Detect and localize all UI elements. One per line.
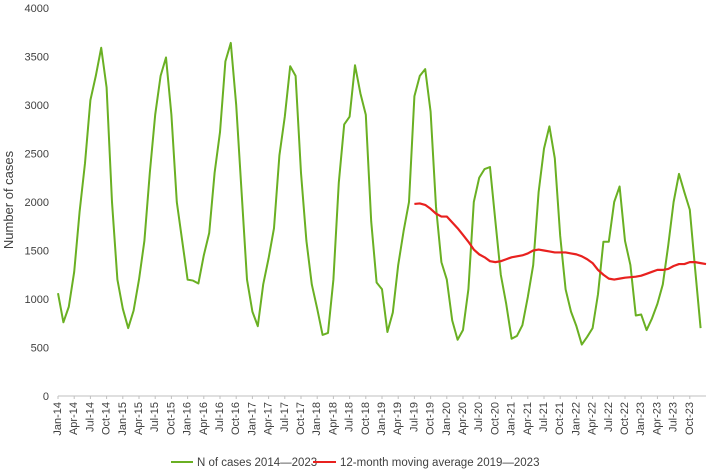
series-line-cases <box>57 41 702 346</box>
y-tick-label: 1500 <box>25 246 49 258</box>
x-tick-label: Jul-15 <box>149 402 161 432</box>
x-tick-label: Apr-17 <box>263 402 275 435</box>
y-tick-label: 2500 <box>25 149 49 161</box>
y-tick-label: 4000 <box>25 3 49 15</box>
x-tick-label: Jan-14 <box>52 402 64 436</box>
x-axis-ticks: Jan-14 Apr-14 Jul-14 Oct-14 Jan-15 Apr-15 Jul-… <box>52 396 696 436</box>
x-tick-label: Apr-23 <box>651 402 663 435</box>
x-tick-label: Jul-21 <box>538 402 550 432</box>
y-axis-title: Number of cases <box>1 150 16 249</box>
x-tick-label: Oct-15 <box>165 402 177 435</box>
x-tick-label: Oct-20 <box>489 402 501 435</box>
x-tick-label: Jan-20 <box>441 402 453 436</box>
x-tick-label: Jul-22 <box>603 402 615 432</box>
x-tick-label: Jan-16 <box>182 402 194 436</box>
x-tick-label: Jul-17 <box>279 402 291 432</box>
x-tick-label: Jan-21 <box>506 402 518 436</box>
x-tick-label: Apr-19 <box>392 402 404 435</box>
y-tick-label: 500 <box>31 343 49 355</box>
y-axis-ticks: 0 500 1000 1500 2000 2500 3000 3500 4000 <box>25 3 49 403</box>
y-tick-label: 1000 <box>25 294 49 306</box>
x-tick-label: Jan-18 <box>311 402 323 436</box>
series-line-moving-average <box>414 202 707 281</box>
x-tick-label: Oct-23 <box>684 402 696 435</box>
x-tick-label: Apr-14 <box>68 402 80 435</box>
x-tick-label: Apr-20 <box>457 402 469 435</box>
x-tick-label: Oct-19 <box>425 402 437 435</box>
x-tick-label: Oct-16 <box>230 402 242 435</box>
legend-label-cases: N of cases 2014—2023 <box>197 457 317 469</box>
y-tick-label: 3500 <box>25 52 49 64</box>
x-tick-label: Jan-15 <box>117 402 129 436</box>
x-tick-label: Jul-23 <box>668 402 680 432</box>
x-tick-label: Jul-16 <box>214 402 226 432</box>
x-tick-label: Apr-18 <box>327 402 339 435</box>
x-tick-label: Jan-17 <box>246 402 258 436</box>
x-tick-label: Oct-21 <box>554 402 566 435</box>
x-tick-label: Jul-20 <box>473 402 485 432</box>
y-tick-label: 2000 <box>25 197 49 209</box>
legend: N of cases 2014—2023 12-month moving ave… <box>171 457 539 469</box>
x-tick-label: Apr-22 <box>587 402 599 435</box>
x-tick-label: Apr-16 <box>198 402 210 435</box>
x-tick-label: Jan-22 <box>570 402 582 436</box>
x-tick-label: Jan-23 <box>635 402 647 436</box>
series-lines <box>57 41 707 346</box>
x-tick-label: Oct-18 <box>360 402 372 435</box>
legend-label-moving-average: 12-month moving average 2019—2023 <box>340 457 539 469</box>
y-tick-label: 0 <box>43 391 49 403</box>
x-tick-label: Jan-19 <box>376 402 388 436</box>
x-tick-label: Oct-14 <box>101 402 113 435</box>
x-tick-label: Oct-17 <box>295 402 307 435</box>
x-tick-label: Oct-22 <box>619 402 631 435</box>
x-tick-label: Jul-18 <box>344 402 356 432</box>
x-tick-label: Apr-15 <box>133 402 145 435</box>
y-tick-label: 3000 <box>25 100 49 112</box>
x-tick-label: Jul-19 <box>408 402 420 432</box>
x-tick-label: Jul-14 <box>84 402 96 432</box>
x-tick-label: Apr-21 <box>522 402 534 435</box>
